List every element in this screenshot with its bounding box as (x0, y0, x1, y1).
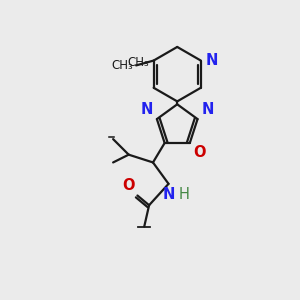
Text: N: N (162, 187, 175, 202)
Text: H: H (178, 187, 189, 202)
Text: CH₃: CH₃ (112, 59, 133, 72)
Text: N: N (141, 102, 153, 117)
Text: N: N (206, 53, 218, 68)
Text: CH₃: CH₃ (127, 56, 149, 69)
Text: O: O (194, 145, 206, 160)
Text: O: O (122, 178, 134, 193)
Text: N: N (202, 102, 214, 117)
